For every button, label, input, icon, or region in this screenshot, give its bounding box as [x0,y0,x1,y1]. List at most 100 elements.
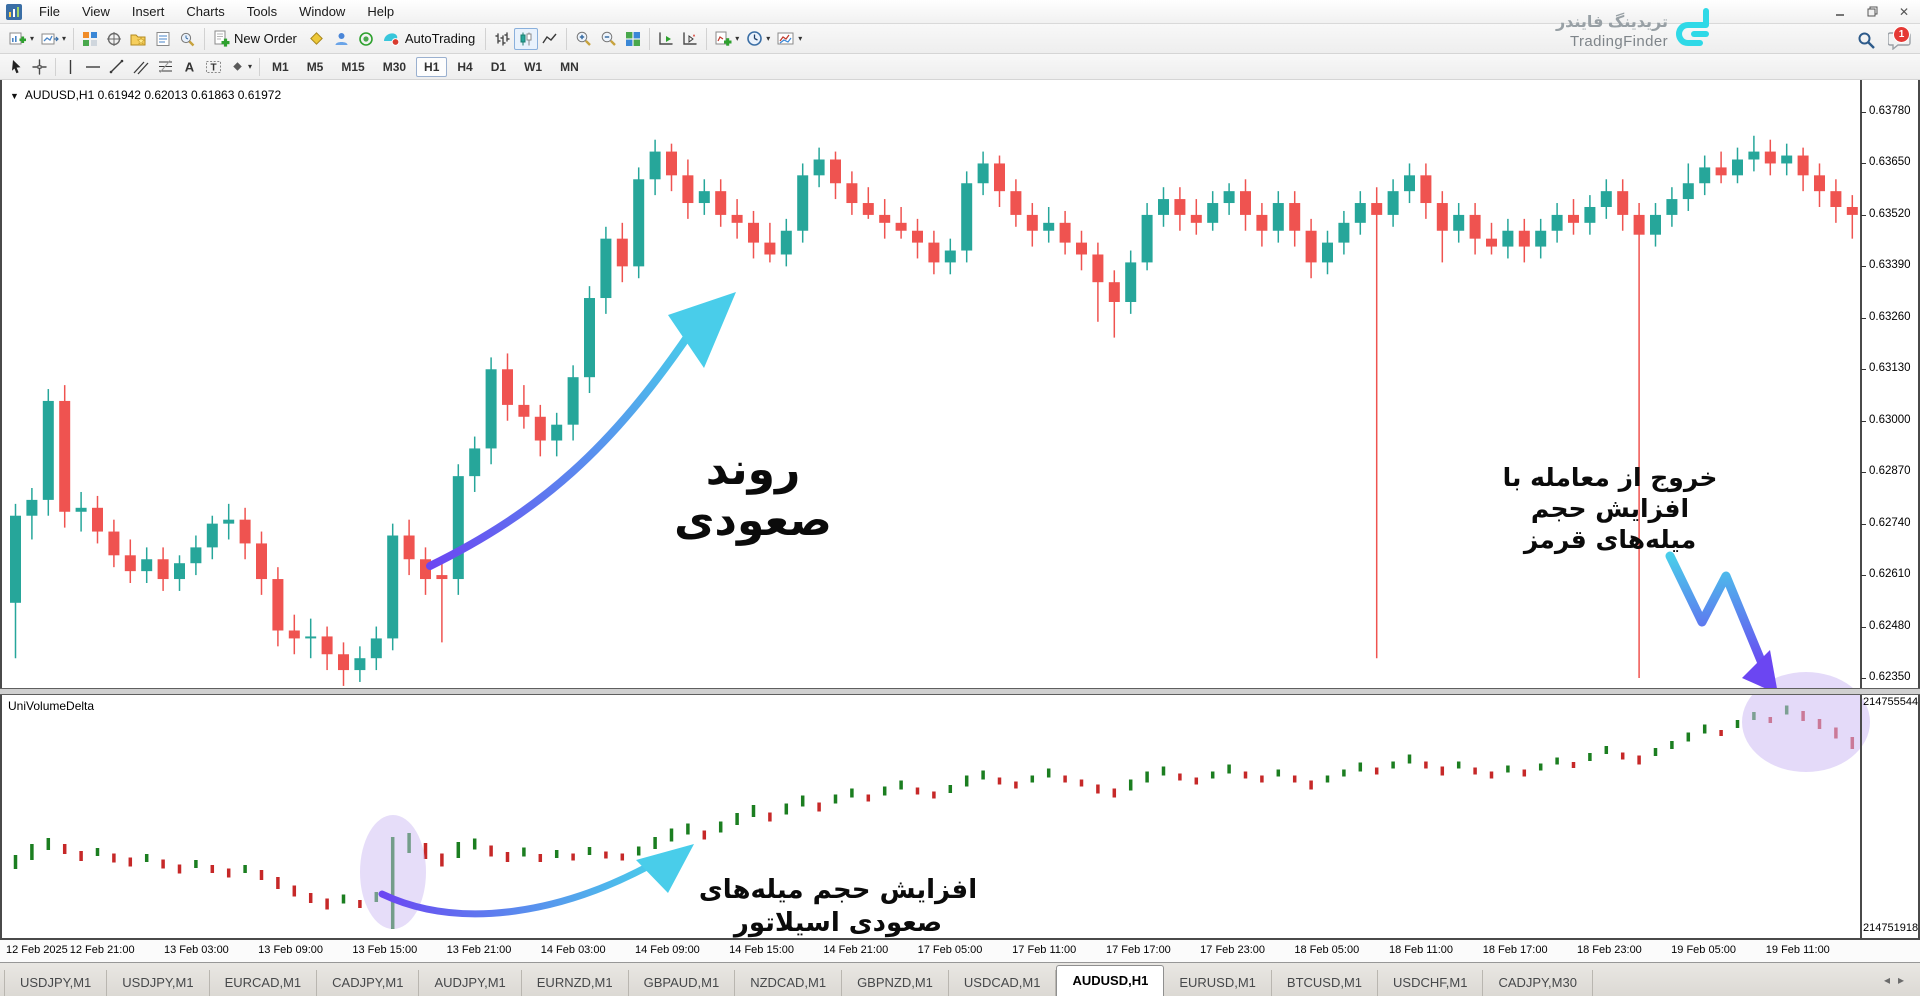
chart-tab-nzdcad-m1[interactable]: NZDCAD,M1 [735,970,843,996]
chart-tab-usdcad-m1[interactable]: USDCAD,M1 [949,970,1057,996]
chart-tab-gbpnzd-m1[interactable]: GBPNZD,M1 [842,970,949,996]
timeframe-m15[interactable]: M15 [333,57,372,77]
indicators-button[interactable] [711,27,736,50]
search-icon[interactable] [1857,31,1876,55]
fibonacci-tool-button[interactable] [153,56,178,78]
community-button[interactable] [329,28,354,50]
chart-tab-gbpaud-m1[interactable]: GBPAUD,M1 [629,970,736,996]
exit-zigzag-arrow [1665,551,1778,694]
chart-tab-cadjpy-m1[interactable]: CADJPY,M1 [317,970,420,996]
periods-button[interactable] [742,27,767,50]
timeframe-d1[interactable]: D1 [483,57,514,77]
profiles-button[interactable] [37,28,63,50]
chart-tab-audusd-h1[interactable]: AUDUSD,H1 [1056,965,1165,996]
vertical-line-tool-button[interactable] [60,56,81,78]
chart-tab-cadjpy-m30[interactable]: CADJPY,M30 [1483,970,1593,996]
cursor-tool-button[interactable] [5,56,28,78]
metaeditor-button[interactable] [303,28,329,50]
new-chart-button[interactable] [5,28,31,50]
menu-item-view[interactable]: View [81,4,110,19]
favorites-button[interactable] [126,28,151,50]
time-axis-label: 17 Feb 17:00 [1105,944,1171,956]
templates-button[interactable] [773,28,799,50]
market-button[interactable] [354,28,378,50]
svg-text:A: A [185,59,195,74]
timeframe-h1[interactable]: H1 [416,56,448,77]
app-logo-icon [6,3,22,20]
menu-item-help[interactable]: Help [367,4,395,19]
line-chart-button[interactable] [538,28,562,50]
menu-item-tools[interactable]: Tools [246,4,278,19]
horizontal-line-tool-button[interactable] [81,56,105,78]
navigator-button[interactable] [102,28,126,50]
tradingfinder-watermark: تریدینگ فایندر TradingFinder [1542,6,1722,58]
periods-caret-icon[interactable]: ▾ [766,34,771,43]
timeframe-m5[interactable]: M5 [299,57,332,77]
minimize-button[interactable] [1828,3,1852,20]
chart-tab-eurcad-m1[interactable]: EURCAD,M1 [210,970,318,996]
autotrading-button[interactable]: AutoTrading [378,27,481,50]
zoom-out-button[interactable] [596,27,621,50]
strategy-tester-button[interactable] [175,28,200,50]
close-button[interactable]: ✕ [1898,4,1910,19]
timeframe-h4[interactable]: H4 [449,57,480,77]
notification-badge[interactable]: 1 [1893,26,1910,43]
chart-tab-eurusd-m1[interactable]: EURUSD,M1 [1164,970,1272,996]
price-axis-label: 0.63130 [1869,362,1911,375]
chart-tab-usdjpy-m1[interactable]: USDJPY,M1 [107,970,210,996]
new-order-button[interactable]: New Order [209,27,303,50]
restore-button[interactable] [1860,3,1884,20]
indicator-axis-min: 214751918 [1863,922,1919,934]
chart-tab-btcusd-m1[interactable]: BTCUSD,M1 [1272,970,1379,996]
timeframe-m1[interactable]: M1 [264,57,297,77]
time-axis[interactable]: 12 Feb 2025 12 Feb 21:00 13 Feb 03:00 13 Fe… [0,940,1920,962]
chart-tab-eurnzd-m1[interactable]: EURNZD,M1 [522,970,629,996]
chart-tab-usdjpy-m1[interactable]: USDJPY,M1 [4,970,108,996]
zoom-in-button[interactable] [571,27,596,50]
trendline-tool-button[interactable] [105,56,129,78]
text-label-tool-button[interactable]: T [201,56,226,78]
price-axis-tick [1861,163,1866,165]
time-axis-label: 12 Feb 2025 [6,944,68,956]
price-axis-tick [1861,472,1866,474]
tab-scroll-right-icon[interactable]: ▸ [1897,973,1912,987]
profiles-caret-icon[interactable]: ▾ [62,34,67,43]
time-axis-label: 17 Feb 05:00 [917,944,983,956]
equidistant-channel-tool-button[interactable] [129,56,153,78]
time-axis-label: 14 Feb 21:00 [823,944,889,956]
market-watch-button[interactable] [78,28,102,50]
annotation-oscillator: افزایش حجم میله‌های صعودی اسیلاتور [682,874,994,940]
timeframe-m30[interactable]: M30 [375,57,414,77]
templates-caret-icon[interactable]: ▾ [798,34,803,43]
tile-windows-button[interactable] [621,28,645,50]
symbol-info: ▼ AUDUSD,H1 0.61942 0.62013 0.61863 0.619… [10,88,281,102]
menu-item-insert[interactable]: Insert [131,4,165,19]
collapse-triangle-icon[interactable]: ▼ [10,91,19,101]
terminal-button[interactable] [151,28,175,50]
tradingfinder-fa-label: تریدینگ فایندر [1555,14,1668,31]
tab-scroll-left-icon[interactable]: ◂ [1883,973,1898,987]
crosshair-tool-button[interactable] [28,56,51,78]
bar-chart-button[interactable] [490,28,514,50]
shapes-tool-button[interactable] [226,56,249,78]
pane-divider[interactable] [0,688,1920,695]
timeframe-w1[interactable]: W1 [516,57,550,77]
menu-item-window[interactable]: Window [299,4,346,19]
text-tool-button[interactable]: A [178,56,201,78]
indicator-axis-max: 214755544 [1863,696,1919,708]
auto-scroll-button[interactable] [654,28,678,50]
chart-shift-button[interactable] [678,28,702,50]
price-axis-label: 0.63780 [1869,105,1911,117]
indicators-caret-icon[interactable]: ▾ [735,34,740,43]
time-axis-label: 17 Feb 11:00 [1012,944,1077,956]
chart-tab-audjpy-m1[interactable]: AUDJPY,M1 [419,970,522,996]
candlestick-chart-button[interactable] [514,27,539,50]
chart-tab-usdchf-m1[interactable]: USDCHF,M1 [1378,970,1484,996]
menu-item-charts[interactable]: Charts [186,4,225,19]
time-axis-label: 19 Feb 05:00 [1671,944,1737,956]
shapes-caret-icon[interactable]: ▾ [248,62,253,71]
new-chart-caret-icon[interactable]: ▾ [30,34,35,43]
menu-item-file[interactable]: File [39,4,60,19]
timeframe-mn[interactable]: MN [552,57,587,77]
